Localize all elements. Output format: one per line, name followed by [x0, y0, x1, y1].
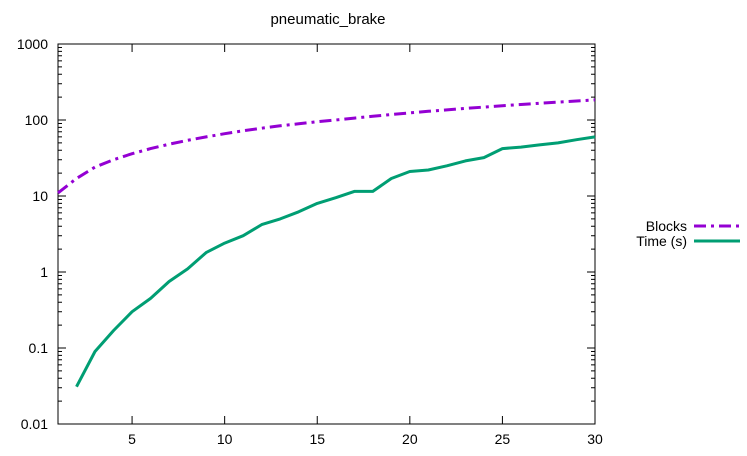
x-tick-label: 10 — [217, 431, 233, 447]
x-axis: 5 10 15 20 25 30 — [128, 44, 603, 447]
x-tick-label: 25 — [495, 431, 511, 447]
legend-label: Time (s) — [636, 233, 687, 249]
x-tick-label: 5 — [128, 431, 136, 447]
y-tick-label: 100 — [25, 112, 49, 128]
x-tick-label: 15 — [309, 431, 325, 447]
y-tick-label: 0.01 — [21, 416, 48, 432]
y-tick-label: 0.1 — [29, 340, 49, 356]
legend-label: Blocks — [646, 218, 687, 234]
y-tick-label: 10 — [32, 188, 48, 204]
y-tick-label: 1000 — [17, 36, 48, 52]
series-line-time-s — [75, 135, 596, 388]
y-tick-label: 1 — [40, 264, 48, 280]
y-axis: 0.01 0.1 1 10 100 1000 — [17, 36, 595, 432]
series-line-blocks — [57, 98, 596, 195]
x-tick-label: 30 — [587, 431, 603, 447]
plot-frame — [57, 43, 596, 425]
series-lines — [57, 98, 596, 388]
x-tick-label: 20 — [402, 431, 418, 447]
chart-title: pneumatic_brake — [270, 11, 385, 28]
